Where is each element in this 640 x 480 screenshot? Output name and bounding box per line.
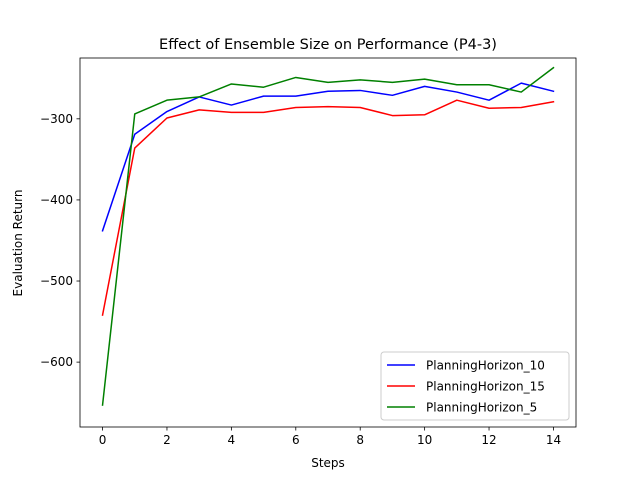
legend-box — [380, 351, 570, 421]
legend-label-0: PlanningHorizon_10 — [426, 359, 545, 373]
x-tick-label: 0 — [99, 433, 107, 447]
y-tick-label: −300 — [40, 112, 73, 126]
x-tick-label: 4 — [228, 433, 236, 447]
x-tick-label: 14 — [546, 433, 561, 447]
series-layer — [101, 66, 555, 406]
x-tick-label: 8 — [356, 433, 364, 447]
x-tick-label: 10 — [417, 433, 432, 447]
x-tick-label: 12 — [481, 433, 496, 447]
y-tick-label: −400 — [40, 193, 73, 207]
y-tick-label: −500 — [40, 274, 73, 288]
legend-label-2: PlanningHorizon_5 — [426, 401, 537, 415]
chart-title: Effect of Ensemble Size on Performance (… — [159, 37, 497, 53]
series-line-1 — [101, 99, 555, 316]
axes-layer: 0 2 4 6 8 10 12 14 −600 −500 −400 −300 — [40, 57, 577, 447]
x-tick-label: 6 — [292, 433, 300, 447]
x-tick-label: 2 — [163, 433, 171, 447]
y-axis-label: Evaluation Return — [11, 190, 25, 297]
legend: PlanningHorizon_10 PlanningHorizon_15 Plan… — [380, 351, 570, 421]
axes-frame — [79, 57, 577, 428]
series-line-0 — [101, 82, 555, 232]
x-axis-label: Steps — [311, 456, 345, 470]
y-tick-label: −600 — [40, 355, 73, 369]
legend-label-1: PlanningHorizon_15 — [426, 380, 545, 394]
series-line-2 — [101, 66, 555, 406]
